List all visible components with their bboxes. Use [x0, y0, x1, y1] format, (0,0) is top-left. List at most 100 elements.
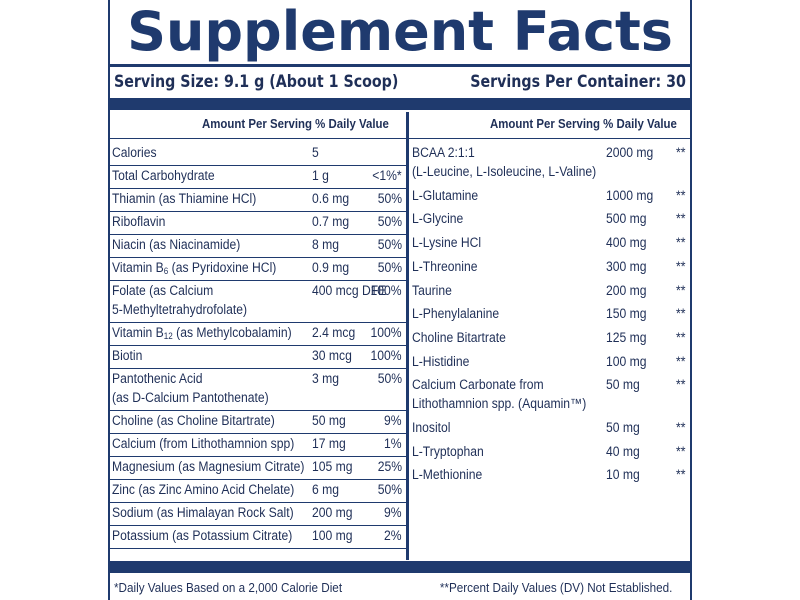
nutrient-amount: 50 mg [312, 413, 346, 428]
nutrient-name: Taurine [412, 282, 452, 298]
nutrient-daily-value: ** [676, 353, 686, 369]
nutrient-amount: 0.7 mg [312, 214, 350, 229]
nutrient-daily-value: ** [676, 420, 686, 435]
nutrient-daily-value: 1% [384, 436, 402, 451]
nutrient-row: Total Carbohydrate 1 g <1%* [110, 165, 406, 188]
nutrient-daily-value: 9% [384, 413, 402, 428]
nutrient-daily-value: 2% [384, 528, 402, 543]
nutrient-amount: 400 mcg DFE [312, 283, 387, 298]
nutrient-row: Choline (as Choline Bitartrate) 50 mg 9% [110, 410, 406, 433]
nutrient-name: L-Lysine HCl [412, 235, 482, 251]
row-divider [110, 322, 406, 323]
nutrient-row: L-Glycine 500 mg ** [410, 208, 690, 232]
nutrient-row: L-Threonine 300 mg ** [410, 256, 690, 280]
nutrient-daily-value: ** [676, 443, 686, 459]
nutrient-row: Thiamin (as Thiamine HCl) 0.6 mg 50% [110, 188, 406, 211]
nutrient-name: Calcium (from Lithothamnion spp) [112, 436, 295, 451]
nutrient-name: L-Methionine [412, 467, 483, 483]
nutrient-row: Calories 5 [110, 142, 406, 165]
nutrient-amount: 100 mg [606, 353, 647, 369]
row-divider [110, 188, 406, 189]
nutrient-row: Potassium (as Potassium Citrate) 100 mg 2% [110, 525, 406, 548]
nutrient-daily-value: ** [676, 187, 686, 203]
nutrient-row: Taurine 200 mg ** [410, 280, 690, 304]
nutrient-row: L-Lysine HCl 400 mg ** [410, 232, 690, 256]
nutrient-row: Vitamin B12 (as Methylcobalamin) 2.4 mcg 1… [110, 322, 406, 345]
nutrient-name: BCAA 2:1:1 [412, 145, 475, 160]
nutrient-name-line2: (L-Leucine, L-Isoleucine, L-Valine) [412, 164, 597, 179]
nutrient-amount: 5 [312, 145, 319, 160]
nutrient-name: Sodium (as Himalayan Rock Salt) [112, 505, 294, 520]
nutrient-amount: 0.6 mg [312, 191, 350, 206]
nutrient-name: Calcium Carbonate from [412, 377, 544, 393]
nutrient-name: Potassium (as Potassium Citrate) [112, 528, 293, 543]
column-header-left: Amount Per Serving % Daily Value [202, 116, 389, 131]
nutrient-daily-value: 100% [370, 348, 402, 363]
row-divider [110, 548, 406, 549]
column-divider [406, 112, 409, 560]
column-header-rule [110, 138, 690, 139]
nutrient-amount: 2000 mg [606, 145, 654, 160]
nutrient-name: L-Phenylalanine [412, 306, 500, 322]
nutrient-row: L-Glutamine 1000 mg ** [410, 185, 690, 209]
column-header-right: Amount Per Serving % Daily Value [490, 116, 677, 131]
vitamin-subscript: 6 [163, 266, 169, 276]
nutrient-row: Magnesium (as Magnesium Citrate) 105 mg 25… [110, 456, 406, 479]
nutrient-row: Inositol 50 mg ** [410, 417, 690, 441]
nutrient-name: Choline (as Choline Bitartrate) [112, 413, 275, 428]
nutrient-amount: 50 mg [606, 420, 640, 435]
nutrient-row: BCAA 2:1:1 (L-Leucine, L-Isoleucine, L-Va… [410, 142, 690, 185]
nutrient-name: Total Carbohydrate [112, 168, 215, 183]
row-divider [110, 368, 406, 369]
row-divider [110, 502, 406, 503]
nutrient-name: L-Glycine [412, 211, 464, 227]
nutrient-daily-value: 50% [377, 214, 402, 229]
nutrient-row: Calcium (from Lithothamnion spp) 17 mg 1% [110, 433, 406, 456]
nutrient-daily-value: ** [676, 282, 686, 298]
nutrient-daily-value: 50% [377, 191, 402, 206]
nutrient-row: L-Methionine 10 mg ** [410, 464, 690, 488]
row-divider [110, 433, 406, 434]
row-divider [110, 345, 406, 346]
vitamin-subscript: 12 [163, 331, 173, 341]
servings-per-container: Servings Per Container: 30 [470, 72, 686, 92]
nutrient-row: L-Histidine 100 mg ** [410, 351, 690, 375]
nutrient-amount: 300 mg [606, 258, 647, 274]
nutrient-amount: 50 mg [606, 377, 640, 393]
nutrient-daily-value: ** [676, 377, 686, 393]
nutrient-row: L-Tryptophan 40 mg ** [410, 441, 690, 465]
nutrient-row: Niacin (as Niacinamide) 8 mg 50% [110, 234, 406, 257]
nutrient-name-line2: Lithothamnion spp. (Aquamin™) [412, 396, 587, 412]
nutrient-daily-value: 50% [377, 482, 402, 497]
nutrient-daily-value: ** [676, 329, 686, 345]
nutrient-row: Sodium (as Himalayan Rock Salt) 200 mg 9% [110, 502, 406, 525]
nutrient-amount: 0.9 mg [312, 260, 350, 275]
nutrient-amount: 30 mcg [312, 348, 352, 363]
row-divider [110, 525, 406, 526]
nutrient-daily-value: ** [676, 211, 686, 227]
nutrient-amount: 150 mg [606, 306, 647, 322]
nutrient-name: Thiamin (as Thiamine HCl) [112, 191, 257, 206]
nutrient-row: Biotin 30 mcg 100% [110, 345, 406, 368]
nutrient-name: Inositol [412, 420, 451, 435]
nutrient-name-line2: (as D-Calcium Pantothenate) [112, 390, 269, 405]
nutrient-amount: 400 mg [606, 235, 647, 251]
nutrient-row: Riboflavin 0.7 mg 50% [110, 211, 406, 234]
nutrient-amount: 10 mg [606, 467, 640, 483]
nutrient-amount: 500 mg [606, 211, 647, 227]
nutrient-name: L-Threonine [412, 258, 478, 274]
nutrient-name: L-Histidine [412, 353, 470, 369]
row-divider [110, 257, 406, 258]
row-divider [110, 234, 406, 235]
row-divider [110, 456, 406, 457]
nutrient-daily-value: ** [676, 258, 686, 274]
nutrient-daily-value: 9% [384, 505, 402, 520]
nutrient-amount: 1000 mg [606, 187, 654, 203]
footnote-daily-values: *Daily Values Based on a 2,000 Calorie D… [114, 580, 343, 595]
panel-title: Supplement Facts [127, 0, 673, 63]
row-divider [110, 479, 406, 480]
nutrient-row: Zinc (as Zinc Amino Acid Chelate) 6 mg 50% [110, 479, 406, 502]
nutrient-daily-value: 50% [377, 237, 402, 252]
nutrient-name: Choline Bitartrate [412, 329, 506, 345]
nutrient-row: L-Phenylalanine 150 mg ** [410, 303, 690, 327]
